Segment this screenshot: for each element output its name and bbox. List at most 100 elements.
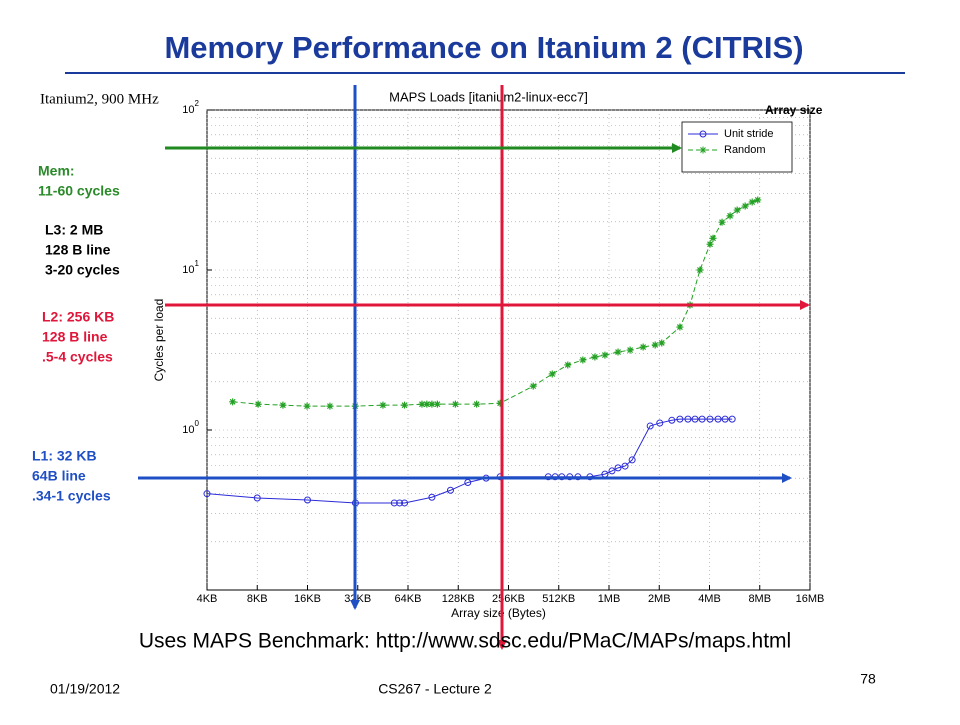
legend-box [681,121,793,173]
x-tick-label: 256KB [492,593,525,605]
data-point [726,212,734,220]
data-point [741,202,749,210]
annotation-line: 3-20 cycles [45,262,120,278]
data-point [203,490,211,498]
annotation-line: 11-60 cycles [38,183,120,199]
x-tick-label: 2MB [648,593,671,605]
x-tick-label: 64KB [395,593,422,605]
slide-course: CS267 - Lecture 2 [378,681,492,697]
x-tick-label: 16KB [294,593,321,605]
data-point [428,493,436,501]
x-tick-label: 4KB [197,593,218,605]
data-point [401,401,409,409]
data-point [721,415,729,423]
chart-title: MAPS Loads [itanium2-linux-ecc7] [389,89,588,104]
annotation-line: 128 B line [45,242,111,258]
annotation-line: Mem: [38,163,75,179]
annotation-line: L2: 256 KB [42,309,114,325]
x-tick-label: 32KB [344,593,371,605]
data-point [253,494,261,502]
annotations: Mem: 11-60 cycles L3: 2 MB 128 B line 3-20 c… [32,163,120,504]
y-axis-label: Cycles per load [152,299,166,382]
data-point [548,370,556,378]
y-tick-label: 101 [182,259,199,276]
x-tick-label: 1MB [598,593,621,605]
data-point [718,218,726,226]
annotation-line: L1: 32 KB [32,448,97,464]
annotation-line: 128 B line [42,329,108,345]
data-point [428,400,436,408]
data-point [496,399,504,407]
annotation-line: 64B line [32,468,86,484]
data-point [423,400,431,408]
data-point [473,400,481,408]
data-point [614,464,622,472]
data-point [451,400,459,408]
x-tick-label: 4MB [698,593,721,605]
data-point [658,339,666,347]
annotation-line: .34-1 cycles [32,488,111,504]
data-point [564,361,572,369]
data-point [579,356,587,364]
data-point [706,415,714,423]
x-tick-label: 8MB [748,593,771,605]
data-point [698,415,706,423]
plot: MAPS Loads [itanium2-linux-ecc7] 4KB 8KB 16… [152,89,824,620]
data-point [668,416,676,424]
data-point [433,400,441,408]
data-point [326,402,334,410]
data-point [733,206,741,214]
data-point [229,398,237,406]
data-point [639,343,647,351]
data-point [748,198,756,206]
legend-marker [699,130,707,138]
data-point [706,240,714,248]
data-point [396,499,404,507]
legend-label: Unit stride [724,128,774,140]
x-tick-label: 128KB [442,593,475,605]
data-point [676,415,684,423]
data-point [529,382,537,390]
data-point [418,400,426,408]
data-point [676,323,684,331]
legend-marker [699,146,707,154]
machine-label: Itanium2, 900 MHz [40,91,159,107]
data-point [608,467,616,475]
data-point [401,499,409,507]
annotation-line: L3: 2 MB [45,222,103,238]
data-point [628,456,636,464]
data-point [696,266,704,274]
footer-note: Uses MAPS Benchmark: http://www.sdsc.edu… [139,630,791,653]
data-point [621,462,629,470]
x-tick-label: 8KB [247,593,268,605]
data-point [254,400,262,408]
data-point [601,351,609,359]
legend-label: Random [724,144,766,156]
annotation-line: .5-4 cycles [42,349,113,365]
data-point [684,415,692,423]
data-point [651,341,659,349]
data-point [714,415,722,423]
data-point [656,419,664,427]
x-tick-label: 16MB [796,593,825,605]
x-tick-label: 512KB [542,593,575,605]
data-point [626,346,634,354]
data-point [754,196,762,204]
data-point [390,499,398,507]
slide-page: 78 [860,671,876,687]
data-point [304,496,311,504]
y-tick-label: 100 [182,419,199,436]
data-point [446,486,454,494]
data-point [646,422,654,430]
data-point [709,234,717,242]
array-size-note: Array size [765,103,823,117]
y-tick-label: 102 [182,99,199,116]
data-point [379,401,387,409]
data-point [303,402,311,410]
data-point [614,348,622,356]
slide-title: Memory Performance on Itanium 2 (CITRIS) [164,30,803,65]
x-axis-label: Array size (Bytes) [451,606,546,620]
data-point [279,401,287,409]
data-point [728,415,736,423]
